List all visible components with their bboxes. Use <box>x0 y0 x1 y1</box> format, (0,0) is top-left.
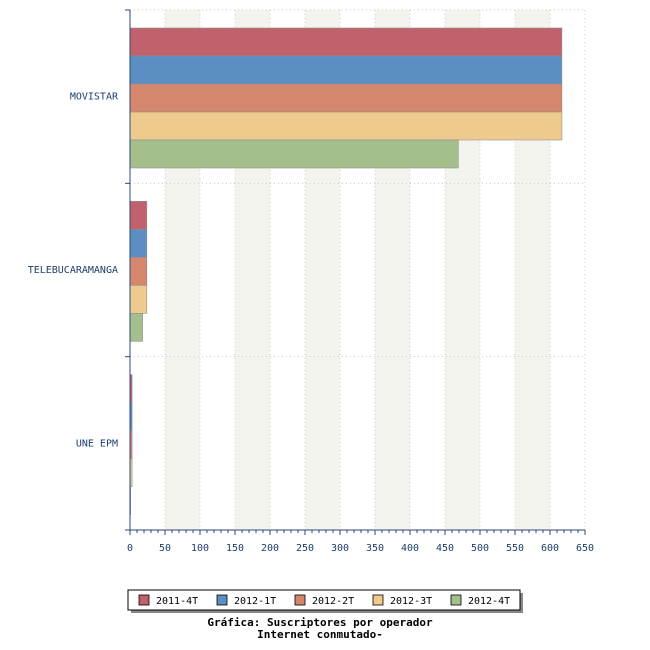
x-tick-label: 50 <box>159 543 171 554</box>
x-tick-label: 250 <box>296 543 314 554</box>
x-tick-label: 600 <box>541 543 559 554</box>
bar-2012-3T-movistar <box>129 111 563 141</box>
bar-2012-2T-telebucaramanga <box>129 257 148 286</box>
category-label: TELEBUCARAMANGA <box>28 265 118 276</box>
chart-title: Gráfica: Suscriptores por operador Inter… <box>170 617 470 641</box>
category-labels: MOVISTAR TELEBUCARAMANGA UNE EPM <box>28 92 119 450</box>
x-tick-label: 0 <box>127 543 133 554</box>
legend-swatch <box>138 594 150 606</box>
bar-2012-3T-telebucaramanga <box>129 285 148 314</box>
legend-swatch <box>294 594 306 606</box>
legend-label: 2011-4T <box>156 596 198 607</box>
x-tick-label: 200 <box>261 543 279 554</box>
legend-label: 2012-2T <box>312 596 354 607</box>
bar-2012-1T-telebucaramanga <box>129 229 148 258</box>
legend-label: 2012-1T <box>234 596 276 607</box>
legend-label: 2012-4T <box>468 596 510 607</box>
bar-2012-4T-movistar <box>129 139 459 169</box>
legend-swatch <box>216 594 228 606</box>
bars <box>129 27 563 515</box>
x-tick-labels: 0 50 100 150 200 250 300 350 400 450 500 550 600 650 <box>127 543 594 554</box>
x-tick-label: 100 <box>191 543 209 554</box>
x-tick-label: 400 <box>401 543 419 554</box>
bar-2011-4T-telebucaramanga <box>129 201 148 230</box>
legend: 2011-4T 2012-1T 2012-2T 2012-3T 2012-4T <box>127 589 523 613</box>
category-label: UNE EPM <box>76 438 118 449</box>
x-tick-label: 300 <box>331 543 349 554</box>
bar-2011-4T-movistar <box>129 27 563 57</box>
x-tick-label: 450 <box>436 543 454 554</box>
x-tick-label: 550 <box>506 543 524 554</box>
x-tick-label: 150 <box>226 543 244 554</box>
bar-2012-2T-movistar <box>129 83 563 113</box>
grid-lines <box>130 9 586 531</box>
x-tick-label: 350 <box>366 543 384 554</box>
category-label: MOVISTAR <box>70 92 119 103</box>
x-tick-label: 650 <box>576 543 594 554</box>
x-tick-label: 500 <box>471 543 489 554</box>
chart-title-line-2: Internet conmutado- <box>257 628 383 641</box>
legend-label: 2012-3T <box>390 596 432 607</box>
bar-2012-4T-telebucaramanga <box>129 313 143 342</box>
legend-swatch <box>450 594 462 606</box>
bar-2012-1T-movistar <box>129 55 563 85</box>
legend-swatch <box>372 594 384 606</box>
axes <box>125 9 586 535</box>
chart-title-line-1: Gráfica: Suscriptores por operador <box>207 616 433 629</box>
